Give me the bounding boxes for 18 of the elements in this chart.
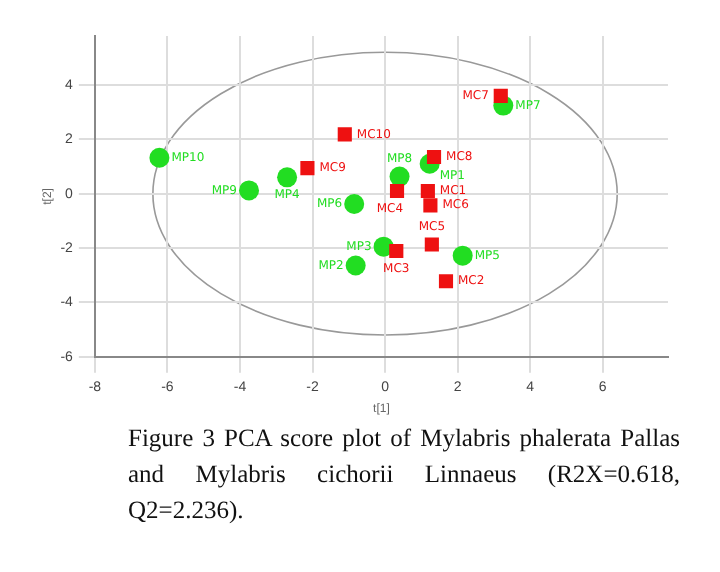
caption: Figure 3 PCA score plot of Mylabris phalerata Pallas and Mylabris cichorii Linnaeus (R2X=0.618, Q2=2.236). (128, 422, 680, 528)
point (493, 88, 508, 103)
point (424, 237, 439, 252)
point (438, 274, 454, 289)
point (420, 183, 435, 199)
point (426, 149, 442, 165)
point (337, 127, 352, 142)
point (452, 245, 473, 266)
point (149, 147, 170, 168)
point (389, 243, 404, 259)
point (239, 180, 260, 201)
point (389, 166, 410, 187)
point (423, 198, 438, 213)
point (345, 255, 366, 276)
point (389, 183, 405, 199)
point (300, 161, 315, 176)
point (277, 167, 298, 188)
point (344, 194, 365, 215)
